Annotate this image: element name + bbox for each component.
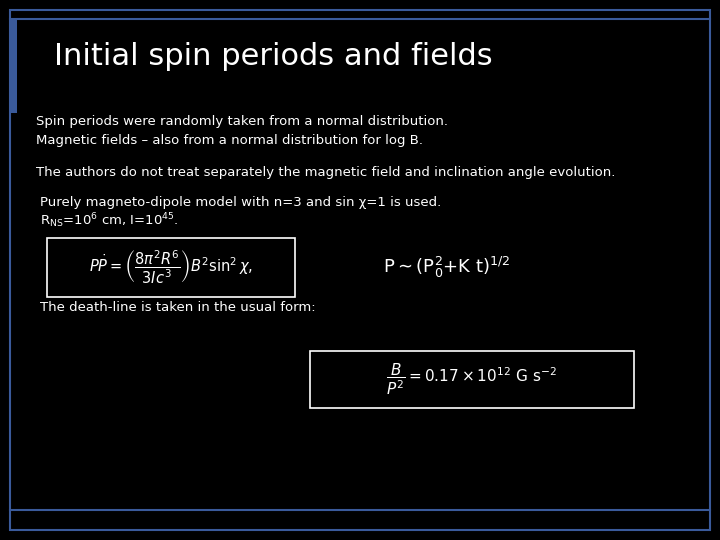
- Text: $P\dot{P} = \left(\dfrac{8\pi^2 R^6}{3Ic^3}\right) B^2 \sin^2\chi,$: $P\dot{P} = \left(\dfrac{8\pi^2 R^6}{3Ic…: [89, 248, 253, 286]
- Bar: [310, 351, 634, 408]
- Bar: [10, 19, 17, 113]
- Text: $\dfrac{B}{P^2} = 0.17 \times 10^{12}\ \mathrm{G\ s}^{-2}$: $\dfrac{B}{P^2} = 0.17 \times 10^{12}\ \…: [386, 361, 557, 397]
- Text: P$\sim$(P$^2_0$+K t)$^{1/2}$: P$\sim$(P$^2_0$+K t)$^{1/2}$: [383, 255, 510, 280]
- Text: Spin periods were randomly taken from a normal distribution.: Spin periods were randomly taken from a …: [36, 115, 448, 128]
- Text: Initial spin periods and fields: Initial spin periods and fields: [54, 42, 492, 71]
- Text: The death-line is taken in the usual form:: The death-line is taken in the usual for…: [40, 301, 315, 314]
- Text: Magnetic fields – also from a normal distribution for log B.: Magnetic fields – also from a normal dis…: [36, 134, 423, 147]
- Text: R$_{\rm NS}$=10$^6$ cm, I=10$^{45}$.: R$_{\rm NS}$=10$^6$ cm, I=10$^{45}$.: [40, 211, 178, 230]
- Text: Purely magneto-dipole model with n=3 and sin χ=1 is used.: Purely magneto-dipole model with n=3 and…: [40, 196, 441, 209]
- Text: The authors do not treat separately the magnetic field and inclination angle evo: The authors do not treat separately the …: [36, 166, 616, 179]
- Bar: [47, 238, 295, 297]
